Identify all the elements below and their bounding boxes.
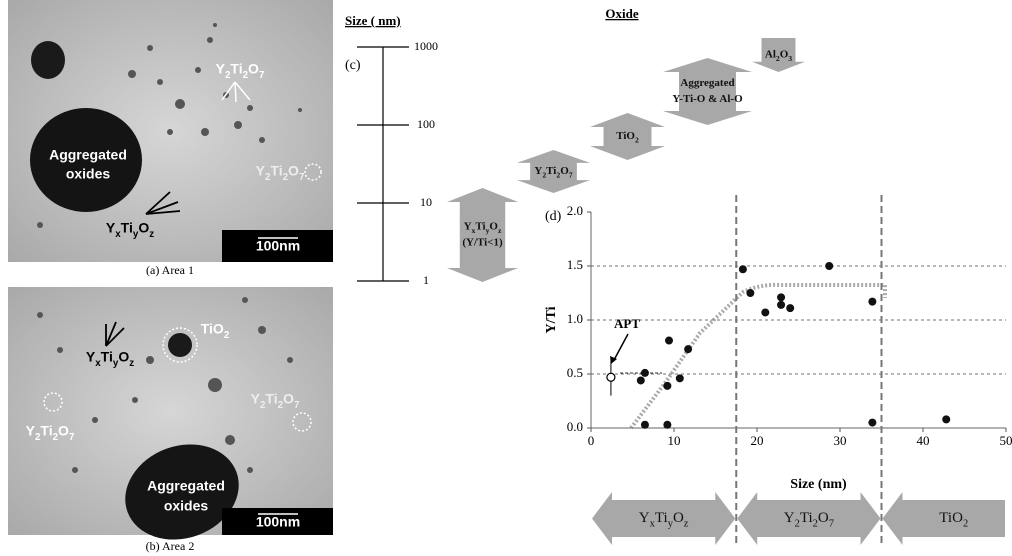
x-tick-label: 20 xyxy=(751,433,764,448)
trend-guide xyxy=(631,285,885,428)
data-point xyxy=(684,345,692,353)
image-label: Aggregated xyxy=(147,478,225,494)
x-axis-title: Size (nm) xyxy=(790,477,847,492)
apt-arrow xyxy=(614,334,628,360)
data-point xyxy=(739,265,747,273)
x-tick-label: 50 xyxy=(1000,433,1012,448)
tick-label: 1 xyxy=(423,273,429,287)
image-label: oxides xyxy=(164,498,209,514)
x-tick-label: 40 xyxy=(917,433,930,448)
figure: Y2Ti2O7AggregatedoxidesY2Ti2O7YxTiyOz100… xyxy=(0,0,1012,556)
data-point xyxy=(746,289,754,297)
data-point xyxy=(777,293,785,301)
oxide-label: Y-Ti-O & Al-O xyxy=(672,93,743,105)
axis-title: Size ( nm) xyxy=(345,13,401,28)
y-axis-title: Y/Ti xyxy=(544,306,559,333)
data-point xyxy=(868,419,876,427)
y-tick-label: 1.0 xyxy=(567,311,583,326)
y-tick-label: 0.5 xyxy=(567,365,583,380)
caption: (a) Area 1 xyxy=(146,263,194,277)
x-tick-label: 30 xyxy=(834,433,847,448)
apt-point xyxy=(607,373,615,381)
oxide-label: (Y/Ti<1) xyxy=(462,237,503,249)
data-point xyxy=(825,262,833,270)
oxide-arrow xyxy=(663,58,752,125)
oxide-title: Oxide xyxy=(605,6,638,21)
data-point xyxy=(637,376,645,384)
apt-label: APT xyxy=(614,316,640,331)
data-point xyxy=(663,421,671,429)
panel-label: (c) xyxy=(345,58,361,73)
data-point xyxy=(786,304,794,312)
oxide-arrow xyxy=(447,188,518,282)
oxide-label: Aggregated xyxy=(680,77,734,89)
micrograph-a xyxy=(8,0,333,262)
y-tick-label: 0.0 xyxy=(567,419,583,434)
image-label: oxides xyxy=(66,166,111,182)
caption: (b) Area 2 xyxy=(146,539,195,553)
tick-label: 10 xyxy=(420,195,432,209)
x-tick-label: 10 xyxy=(668,433,681,448)
data-point xyxy=(777,301,785,309)
data-point xyxy=(665,337,673,345)
panel-label: (d) xyxy=(545,209,562,224)
scale-bar-label: 100nm xyxy=(256,238,300,254)
data-point xyxy=(942,415,950,423)
data-point xyxy=(868,298,876,306)
data-point xyxy=(641,421,649,429)
data-point xyxy=(663,382,671,390)
image-label: Aggregated xyxy=(49,147,127,163)
data-point xyxy=(761,308,769,316)
tick-label: 100 xyxy=(417,117,435,131)
scale-bar-label: 100nm xyxy=(256,514,300,530)
y-tick-label: 1.5 xyxy=(567,257,583,272)
tick-label: 1000 xyxy=(414,39,438,53)
data-point xyxy=(676,374,684,382)
y-tick-label: 2.0 xyxy=(567,203,583,218)
data-point xyxy=(641,369,649,377)
x-tick-label: 0 xyxy=(588,433,595,448)
